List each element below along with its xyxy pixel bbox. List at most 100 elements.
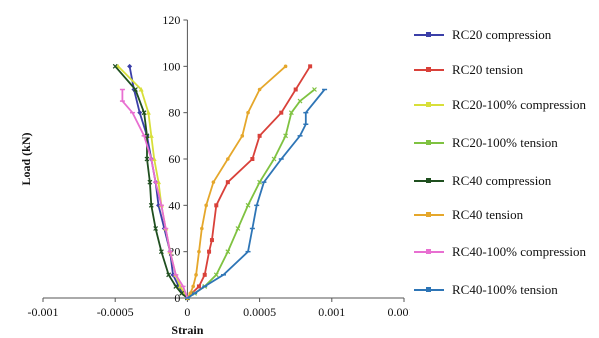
data-point (271, 156, 277, 162)
legend-label: RC20 compression (452, 27, 552, 42)
data-point (151, 156, 157, 161)
data-point (225, 180, 230, 185)
data-point (166, 272, 172, 278)
x-tick-label: -0.0005 (97, 305, 134, 319)
legend-item: RC40 compression (412, 173, 599, 188)
legend-item: RC20 tension (412, 62, 599, 77)
legend-item: RC40-100% tension (412, 282, 599, 297)
chart: -0.001-0.000500.00050.0010.0015020406080… (19, 13, 411, 337)
data-point (188, 291, 193, 296)
data-point (213, 272, 219, 278)
legend-marker (426, 212, 431, 217)
data-point (191, 284, 195, 289)
data-point (245, 202, 251, 208)
y-tick-label: 60 (168, 152, 180, 166)
legend-item: RC20-100% compression (412, 97, 599, 112)
legend-label: RC20 tension (452, 62, 524, 77)
legend-marker (426, 32, 431, 37)
series-5 (112, 63, 190, 301)
data-point (141, 110, 147, 116)
data-point (179, 290, 185, 296)
axes: -0.001-0.000500.00050.0010.0015020406080… (28, 13, 411, 319)
data-point (200, 226, 204, 231)
x-tick-label: 0.0005 (243, 305, 276, 319)
x-tick-label: 0.001 (318, 305, 345, 319)
legend-swatch (414, 287, 444, 292)
data-point (204, 203, 208, 208)
legend-item: RC40-100% compression (412, 244, 599, 259)
data-point (257, 87, 262, 92)
legend-swatch (414, 212, 444, 217)
series-line (186, 65, 311, 299)
series-8 (184, 88, 328, 299)
data-point (257, 179, 263, 185)
data-point (209, 238, 214, 243)
data-point (202, 272, 207, 277)
legend-label: RC20-100% compression (452, 97, 586, 112)
legend-swatch (414, 140, 444, 145)
data-point (132, 87, 138, 92)
legend-marker (426, 67, 431, 72)
legend-item: RC40 tension (412, 207, 599, 222)
data-point (148, 202, 154, 208)
x-tick-label: 0.0015 (388, 305, 411, 319)
data-point (147, 179, 153, 185)
data-point (308, 64, 313, 69)
data-point (138, 87, 144, 92)
y-axis-label: Load (kN) (19, 132, 33, 185)
legend-swatch (414, 249, 444, 254)
x-tick-label: 0 (184, 305, 190, 319)
data-point (207, 249, 212, 254)
data-point (214, 203, 219, 208)
legend-item: RC20-100% tension (412, 135, 599, 150)
data-point (153, 226, 159, 231)
data-point (288, 110, 294, 116)
legend-label: RC20-100% tension (452, 135, 558, 150)
data-point (156, 179, 162, 185)
data-point (144, 133, 150, 139)
legend-marker (426, 102, 431, 107)
legend-item: RC20 compression (412, 27, 599, 42)
data-point (158, 249, 164, 255)
data-point (226, 157, 230, 161)
y-tick-label: 80 (168, 106, 180, 120)
legend-swatch (414, 102, 444, 107)
series-7 (119, 88, 190, 299)
legend-marker (426, 249, 431, 254)
legend-swatch (414, 178, 444, 183)
data-point (225, 249, 231, 255)
data-point (112, 63, 118, 69)
data-point (194, 273, 198, 277)
data-point (246, 110, 250, 115)
series-layer (112, 63, 328, 301)
data-point (283, 133, 289, 139)
data-point (197, 249, 201, 254)
data-point (283, 64, 288, 69)
x-axis-label: Strain (171, 323, 203, 337)
data-point (297, 98, 303, 104)
data-point (312, 87, 317, 92)
y-tick-label: 100 (162, 59, 180, 73)
data-point (148, 133, 154, 138)
data-point (137, 110, 143, 116)
legend-label: RC40 tension (452, 207, 524, 222)
legend-marker (426, 140, 431, 145)
series-6 (185, 64, 288, 300)
data-point (173, 283, 179, 289)
data-point (279, 110, 284, 115)
data-point (127, 63, 133, 69)
data-point (250, 157, 255, 161)
y-tick-label: 0 (174, 291, 180, 305)
data-point (240, 134, 245, 138)
series-3 (115, 63, 190, 300)
series-line (114, 65, 188, 299)
legend-swatch (414, 32, 444, 37)
data-point (293, 87, 298, 92)
data-point (177, 283, 183, 289)
data-point (196, 284, 201, 289)
y-tick-label: 120 (162, 13, 180, 27)
legend-label: RC40 compression (452, 173, 552, 188)
legend-swatch (414, 67, 444, 72)
legend-marker (426, 178, 431, 183)
x-tick-label: -0.001 (28, 305, 59, 319)
